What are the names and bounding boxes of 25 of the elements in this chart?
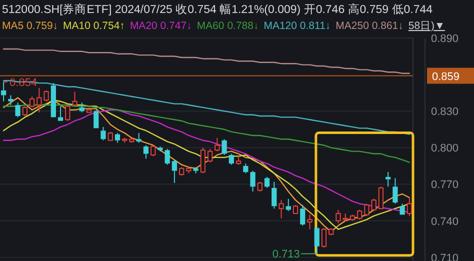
y-tick-label: 0.830 (431, 106, 459, 118)
y-tick-label: 0.710 (431, 252, 459, 261)
candlestick (79, 102, 84, 113)
y-tick-label: 0.800 (431, 142, 459, 155)
candlestick (100, 126, 106, 141)
ref-line-label: 0.859 (432, 70, 460, 83)
line-series (2, 80, 410, 135)
candlestick (143, 144, 149, 160)
chart-title: 512000.SH[券商ETF] 2024/07/25 收0.754 幅1.21%(0.009) 开0.746 高0.759 低0.744 (2, 2, 434, 16)
candlestick (114, 132, 120, 144)
candlestick (243, 163, 248, 174)
candlestick (193, 166, 198, 174)
y-tick-label: 0.890 (431, 33, 459, 45)
candlestick (36, 87, 42, 113)
annotation: 0.713 (272, 248, 300, 261)
candlestick (8, 94, 14, 106)
y-tick-label: 0.740 (431, 216, 459, 228)
line-series (2, 48, 410, 74)
candlestick (136, 132, 142, 144)
legend: MA5 0.759↓ MA10 0.754↑ MA20 0.747↓ MA60 0.788↓ MA120 0.811↓ MA250 0.861↓ 58日)▼ (2, 20, 445, 32)
candlestick (386, 172, 391, 188)
candlestick (272, 181, 277, 210)
candlestick (307, 214, 312, 230)
candlestick (0, 81, 6, 102)
y-tick-label: 0.770 (431, 179, 459, 192)
